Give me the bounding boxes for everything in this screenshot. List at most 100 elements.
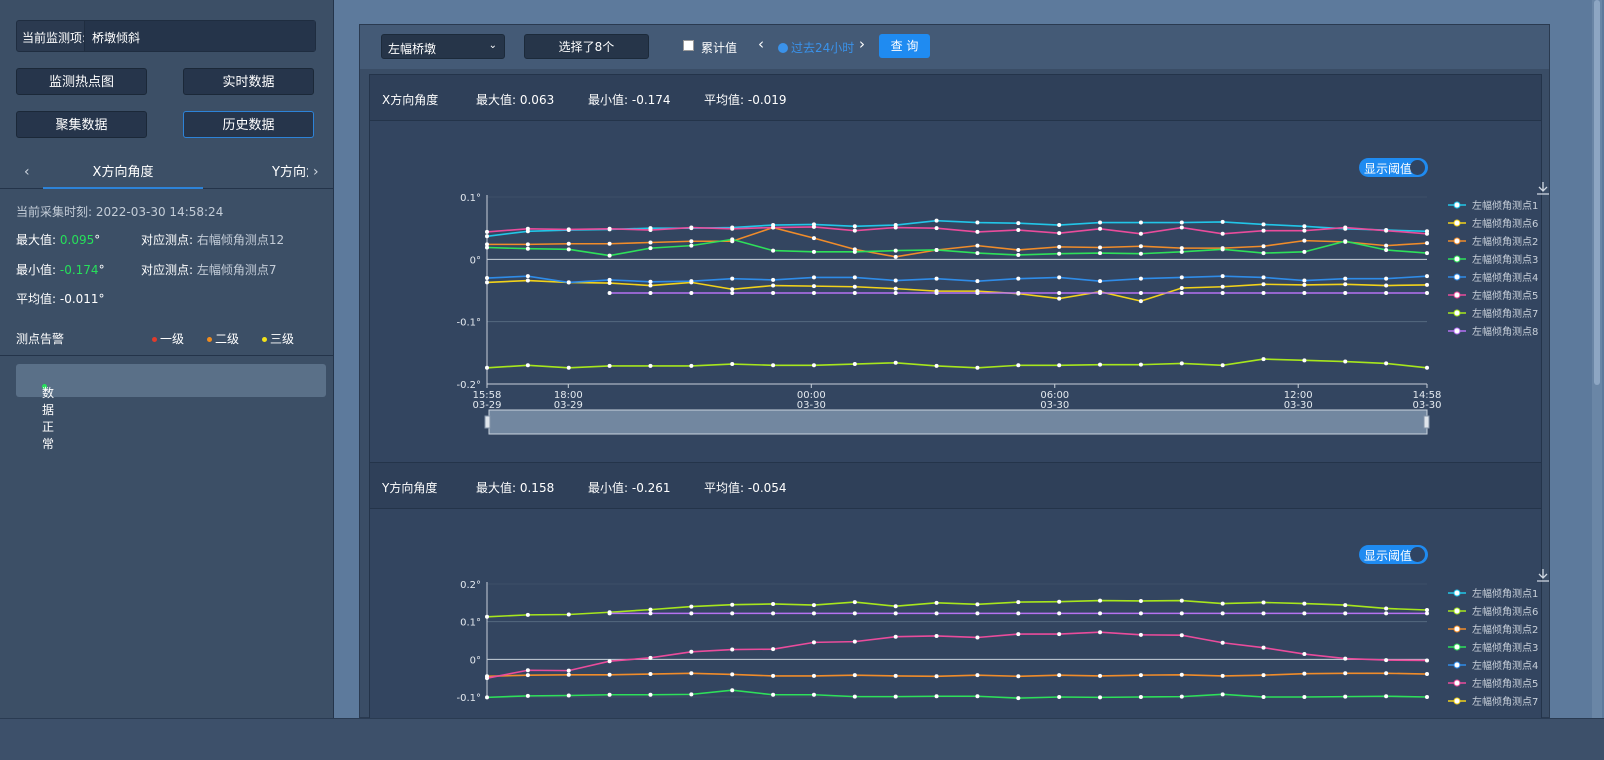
monitor-item-select[interactable]: 当前监测项: 桥墩倾斜 ⌄	[16, 20, 316, 52]
data-point	[485, 365, 489, 370]
data-point	[893, 611, 898, 616]
data-point	[852, 224, 857, 229]
min-label: 最小值:	[16, 263, 57, 277]
data-point	[1302, 671, 1307, 676]
history-data-button[interactable]: 历史数据	[183, 111, 314, 138]
data-point	[525, 278, 530, 283]
legend-label: 左幅倾角测点3	[1472, 641, 1538, 654]
min-point: 左幅倾角测点7	[196, 263, 277, 277]
selected-points-button[interactable]: 选择了8个	[524, 34, 649, 59]
data-point	[1098, 279, 1103, 284]
data-point	[1302, 282, 1307, 287]
data-point	[1098, 251, 1103, 256]
data-point	[1343, 359, 1348, 364]
data-point	[1016, 674, 1021, 679]
next-range-icon[interactable]: ›	[859, 35, 865, 53]
data-point	[648, 246, 653, 251]
pier-select[interactable]: 左幅桥墩 ⌄	[381, 34, 505, 59]
download-icon[interactable]	[1535, 180, 1551, 196]
range-slider	[488, 409, 1428, 435]
data-point	[1261, 645, 1266, 650]
data-point	[689, 692, 694, 697]
data-point	[1261, 222, 1266, 227]
data-point	[607, 692, 612, 697]
bottom-bar	[0, 718, 1604, 760]
data-point	[730, 287, 735, 292]
data-point	[1261, 611, 1266, 616]
query-button[interactable]: 查 询	[879, 34, 930, 58]
series-line	[487, 226, 1428, 258]
data-point	[1179, 220, 1184, 225]
data-point	[485, 676, 489, 681]
data-point	[1343, 603, 1348, 608]
data-point	[1138, 362, 1143, 367]
data-point	[689, 671, 694, 676]
data-point	[852, 275, 857, 280]
data-point	[566, 241, 571, 246]
scrollbar-thumb[interactable]	[1594, 0, 1600, 385]
threshold-toggle-x[interactable]: 显示阈值	[1359, 158, 1428, 177]
legend-label: 左幅倾角测点5	[1472, 289, 1538, 302]
data-point	[1302, 601, 1307, 606]
data-point	[1425, 282, 1429, 287]
threshold-toggle-y[interactable]: 显示阈值	[1359, 545, 1428, 564]
monitor-item-dropdown[interactable]: 桥墩倾斜 ⌄	[84, 21, 315, 51]
data-point	[1343, 656, 1348, 661]
data-point	[607, 241, 612, 246]
data-point	[1261, 275, 1266, 280]
tab-y-angle[interactable]: Y方向角度	[272, 165, 308, 180]
data-point	[1179, 672, 1184, 677]
tab-x-angle[interactable]: X方向角度	[43, 158, 203, 189]
status-dot	[42, 384, 47, 389]
data-point	[852, 249, 857, 254]
pier-select-value: 左幅桥墩	[388, 42, 437, 56]
data-point	[1302, 278, 1307, 283]
legend-marker	[1453, 237, 1461, 245]
data-point	[1016, 247, 1021, 252]
chart-y-header: Y方向角度 最大值: 0.158 最小值: -0.261 平均值: -0.054	[370, 463, 1541, 509]
data-point	[1057, 231, 1062, 236]
data-point	[1384, 290, 1389, 295]
data-point	[811, 611, 816, 616]
data-point	[730, 362, 735, 367]
data-point	[566, 672, 571, 677]
chevron-right-icon[interactable]: ›	[313, 164, 319, 180]
legend-label: 左幅倾角测点6	[1472, 217, 1538, 230]
prev-range-icon[interactable]: ‹	[758, 35, 764, 53]
collect-time-value: 2022-03-30 14:58:24	[95, 205, 224, 219]
data-point	[689, 649, 694, 654]
data-point	[648, 692, 653, 697]
realtime-data-button[interactable]: 实时数据	[183, 68, 314, 95]
data-point	[1016, 696, 1021, 701]
chart-x-header: X方向角度 最大值: 0.063 最小值: -0.174 平均值: -0.019	[370, 75, 1541, 121]
y-tick-label: -0.1°	[456, 693, 481, 704]
data-point	[1138, 299, 1143, 304]
data-point	[1138, 231, 1143, 236]
heatmap-button[interactable]: 监测热点图	[16, 68, 147, 95]
data-point	[648, 240, 653, 245]
data-point	[1220, 601, 1225, 606]
data-point	[485, 242, 489, 247]
legend-marker	[1453, 273, 1461, 281]
data-point	[730, 276, 735, 281]
data-point	[1220, 611, 1225, 616]
data-point	[1016, 228, 1021, 233]
data-point	[730, 290, 735, 295]
download-icon[interactable]	[1535, 567, 1551, 583]
data-point	[1343, 671, 1348, 676]
chevron-left-icon[interactable]: ‹	[24, 164, 30, 180]
aggregate-data-button[interactable]: 聚集数据	[16, 111, 147, 138]
data-point	[975, 220, 980, 225]
data-point	[689, 279, 694, 284]
data-point	[811, 275, 816, 280]
data-point	[648, 655, 653, 660]
time-range-button[interactable]: 过去24小时	[778, 39, 854, 56]
chart-y: 0.2° 0.1° 0° -0.1° 左幅倾角测点1 左幅倾角测点6 左幅倾角测点2 左幅倾角…	[456, 580, 1538, 708]
accumulate-checkbox[interactable]	[683, 40, 694, 51]
monitor-item-value: 桥墩倾斜	[92, 31, 141, 45]
data-point	[852, 694, 857, 699]
chevron-down-icon: ⌄	[488, 40, 497, 51]
chevron-down-icon: ⌄	[92, 28, 102, 41]
data-point	[1384, 247, 1389, 252]
data-point	[1261, 357, 1266, 362]
